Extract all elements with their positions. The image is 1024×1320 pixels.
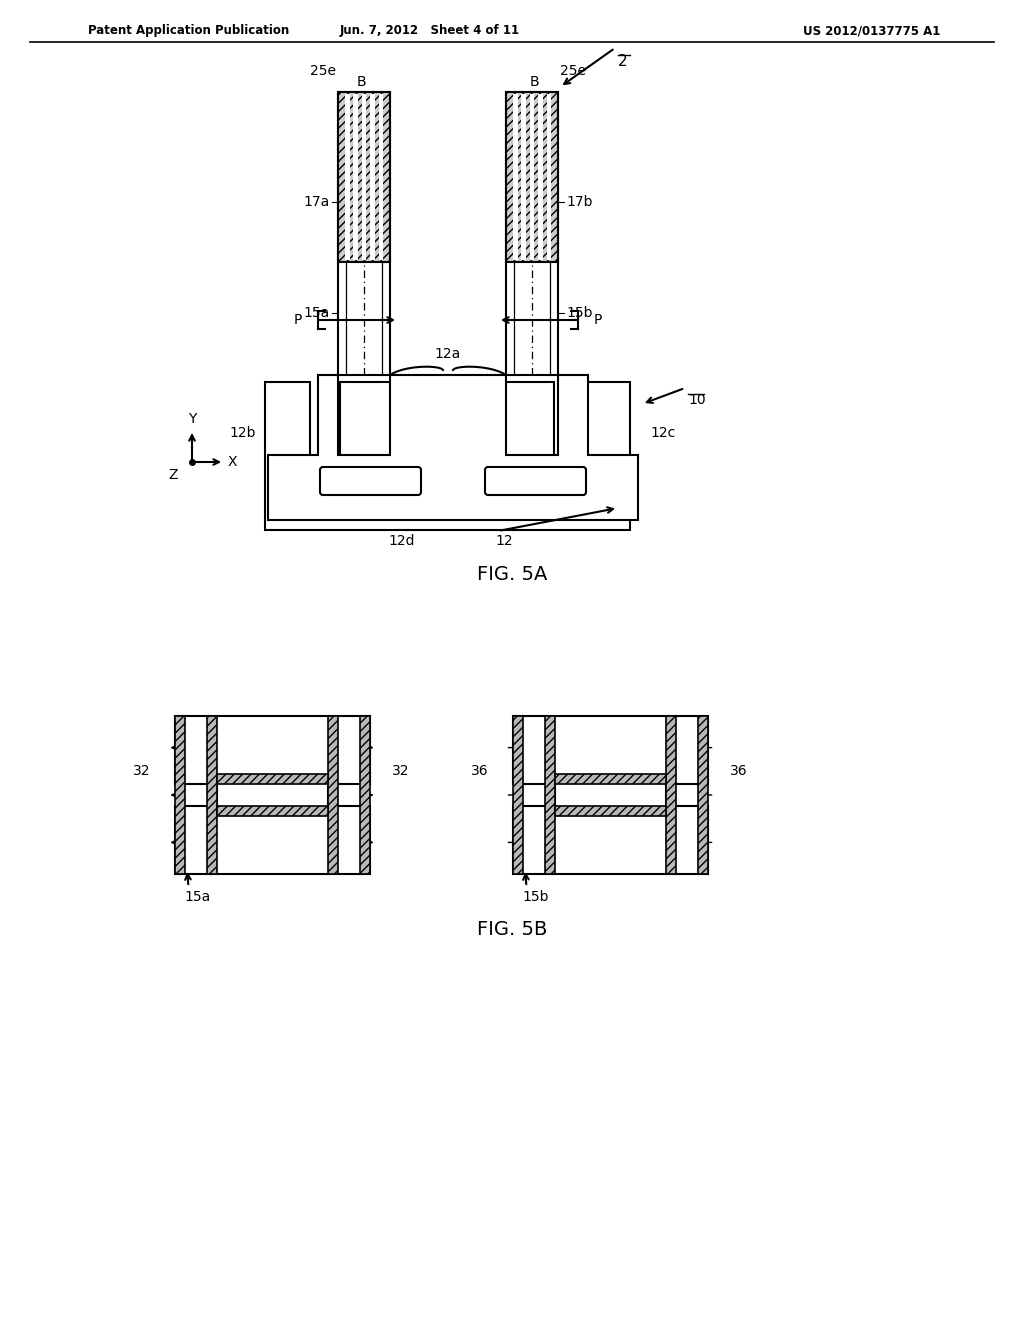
Text: 2: 2	[618, 54, 628, 69]
Text: 32: 32	[133, 764, 151, 779]
Text: P: P	[294, 313, 302, 327]
Bar	[338, 92, 390, 261]
Text: 17b: 17b	[566, 195, 593, 210]
Text: 36: 36	[729, 764, 748, 779]
Text: FIG. 5B: FIG. 5B	[477, 920, 547, 939]
Text: 17a: 17a	[304, 195, 330, 210]
Text: 15a: 15a	[304, 306, 330, 319]
Bar	[555, 807, 666, 816]
Text: 30: 30	[263, 834, 281, 847]
Bar	[513, 94, 517, 260]
FancyBboxPatch shape	[319, 467, 421, 495]
Bar	[216, 774, 328, 784]
Text: 34: 34	[601, 742, 618, 756]
Polygon shape	[265, 381, 630, 531]
Bar	[207, 715, 216, 874]
Bar	[529, 94, 535, 260]
Bar	[216, 807, 328, 816]
Bar	[555, 774, 666, 784]
Bar	[379, 94, 383, 260]
Bar	[697, 715, 708, 874]
Bar	[361, 94, 367, 260]
Polygon shape	[268, 375, 638, 520]
Text: B: B	[530, 75, 540, 88]
Text: P: P	[594, 313, 602, 327]
Bar	[328, 715, 338, 874]
Bar	[547, 94, 551, 260]
Bar	[666, 715, 676, 874]
Polygon shape	[174, 715, 370, 874]
Text: 12b: 12b	[229, 426, 256, 440]
Text: FIG. 5A: FIG. 5A	[477, 565, 547, 583]
Text: Jun. 7, 2012   Sheet 4 of 11: Jun. 7, 2012 Sheet 4 of 11	[340, 24, 520, 37]
Text: 15b: 15b	[566, 306, 593, 319]
Text: 25e: 25e	[560, 63, 586, 78]
Bar	[338, 92, 390, 375]
Bar	[345, 94, 349, 260]
Bar	[370, 94, 375, 260]
Text: 12: 12	[495, 535, 513, 548]
Bar	[521, 94, 526, 260]
Text: 32: 32	[391, 764, 409, 779]
Bar	[512, 715, 522, 874]
Bar	[359, 715, 370, 874]
Bar	[506, 92, 558, 261]
Text: B: B	[356, 75, 366, 88]
Text: 15a: 15a	[184, 890, 211, 904]
Polygon shape	[512, 715, 708, 874]
Text: 12a: 12a	[435, 347, 461, 360]
Text: US 2012/0137775 A1: US 2012/0137775 A1	[803, 24, 940, 37]
Text: 10: 10	[688, 393, 706, 407]
Bar	[506, 92, 558, 375]
Text: 30: 30	[263, 742, 281, 756]
Bar	[353, 94, 357, 260]
Bar	[174, 715, 184, 874]
Bar	[545, 715, 555, 874]
Text: 15b: 15b	[522, 890, 549, 904]
FancyBboxPatch shape	[485, 467, 586, 495]
Text: Y: Y	[187, 412, 197, 426]
Text: Z: Z	[169, 469, 178, 482]
Text: 25e: 25e	[310, 63, 336, 78]
Bar	[539, 94, 543, 260]
Text: 12d: 12d	[388, 535, 415, 548]
Text: X: X	[228, 455, 238, 469]
Text: 34: 34	[601, 834, 618, 847]
Text: 12c: 12c	[650, 426, 675, 440]
Text: Patent Application Publication: Patent Application Publication	[88, 24, 289, 37]
Text: 36: 36	[471, 764, 488, 779]
